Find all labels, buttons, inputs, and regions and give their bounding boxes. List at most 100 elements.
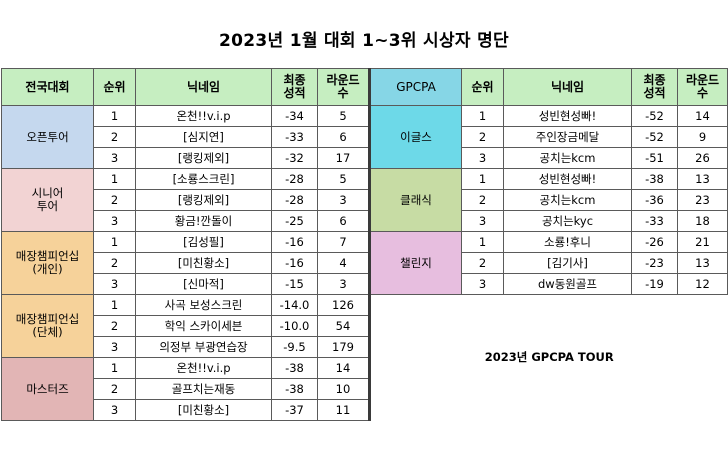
score-cell: -33 bbox=[271, 126, 318, 148]
rank-cell: 1 bbox=[461, 168, 504, 190]
category-cell-left: 마스터즈 bbox=[1, 357, 94, 421]
table-row: 2 [심지연] -33 6 2 주인장금메달 -52 9 bbox=[2, 126, 728, 148]
table-row: 2 [미친황소] -16 4 2 [김기사] -23 13 bbox=[2, 252, 728, 274]
nickname-cell: 공치는kcm bbox=[503, 189, 632, 211]
nickname-cell: [소룡스크린] bbox=[135, 168, 272, 190]
rank-cell: 2 bbox=[461, 189, 504, 211]
rounds-cell: 11 bbox=[317, 399, 370, 421]
rank-cell: 2 bbox=[461, 126, 504, 148]
rounds-cell: 5 bbox=[317, 105, 370, 127]
rank-cell: 1 bbox=[93, 294, 136, 316]
rounds-cell: 3 bbox=[317, 273, 370, 295]
nickname-cell: 골프치는재동 bbox=[135, 378, 272, 400]
nickname-cell: 사곡 보성스크린 bbox=[135, 294, 272, 316]
table-row: 3 황금!깐돌이 -25 6 3 공치는kyc -33 18 bbox=[2, 210, 728, 232]
table-row: 3 의정부 부광연습장 -9.5 179 bbox=[2, 336, 728, 358]
score-cell: -33 bbox=[631, 210, 678, 232]
rounds-cell: 6 bbox=[317, 210, 370, 232]
category-cell-right: 챌린지 bbox=[368, 231, 462, 295]
table-row: 마스터즈 1 온천!!v.i.p -38 14 bbox=[1, 357, 728, 421]
category-cell-left: 매장챔피언십 (개인) bbox=[1, 231, 94, 295]
rounds-cell: 10 bbox=[317, 378, 370, 400]
score-cell: -36 bbox=[631, 189, 678, 211]
rank-cell: 3 bbox=[93, 273, 136, 295]
rank-cell: 3 bbox=[93, 399, 136, 421]
rank-cell: 1 bbox=[93, 231, 136, 253]
rounds-cell: 126 bbox=[317, 294, 370, 316]
category-cell-right: 이글스 bbox=[368, 105, 462, 169]
header-category-left: 전국대회 bbox=[1, 68, 94, 106]
table-row: 3 [미친황소] -37 11 bbox=[2, 399, 728, 421]
rank-cell: 2 bbox=[93, 378, 136, 400]
nickname-cell: [신마적] bbox=[135, 273, 272, 295]
rounds-cell: 14 bbox=[677, 105, 728, 127]
table-row: 3 [랭킹제외] -32 17 3 공치는kcm -51 26 bbox=[2, 147, 728, 169]
nickname-cell: [김성필] bbox=[135, 231, 272, 253]
nickname-cell: 공치는kcm bbox=[503, 147, 632, 169]
header-rounds-right: 라운드 수 bbox=[677, 68, 728, 106]
rounds-cell: 18 bbox=[677, 210, 728, 232]
score-cell: -34 bbox=[271, 105, 318, 127]
header-nickname-left: 닉네임 bbox=[135, 68, 272, 106]
nickname-cell: [랭킹제외] bbox=[135, 147, 272, 169]
rounds-cell: 9 bbox=[677, 126, 728, 148]
score-cell: -14.0 bbox=[271, 294, 318, 316]
nickname-cell: [미친황소] bbox=[135, 252, 272, 274]
rank-cell: 3 bbox=[461, 210, 504, 232]
score-cell: -32 bbox=[271, 147, 318, 169]
rank-cell: 1 bbox=[461, 105, 504, 127]
score-cell: -16 bbox=[271, 252, 318, 274]
rank-cell: 3 bbox=[93, 336, 136, 358]
score-cell: -37 bbox=[271, 399, 318, 421]
rank-cell: 3 bbox=[93, 147, 136, 169]
table-row: 매장챔피언십 (개인) 1 [김성필] -16 7 챌린지 1 소룡!후니 -26 21 bbox=[1, 231, 728, 295]
nickname-cell: 황금!깐돌이 bbox=[135, 210, 272, 232]
nickname-cell: 소룡!후니 bbox=[503, 231, 632, 253]
score-cell: -52 bbox=[631, 105, 678, 127]
score-cell: -25 bbox=[271, 210, 318, 232]
score-cell: -23 bbox=[631, 252, 678, 274]
score-cell: -52 bbox=[631, 126, 678, 148]
header-category-right: GPCPA bbox=[368, 68, 462, 106]
rounds-cell: 23 bbox=[677, 189, 728, 211]
nickname-cell: [김기사] bbox=[503, 252, 632, 274]
rank-cell: 2 bbox=[93, 252, 136, 274]
rounds-cell: 13 bbox=[677, 252, 728, 274]
rounds-cell: 6 bbox=[317, 126, 370, 148]
rank-cell: 1 bbox=[93, 168, 136, 190]
header-final-score-right: 최종 성적 bbox=[631, 68, 678, 106]
rounds-cell: 21 bbox=[677, 231, 728, 253]
nickname-cell: 온천!!v.i.p bbox=[135, 105, 272, 127]
table-row: 매장챔피언십 (단체) 1 사곡 보성스크린 -14.0 126 2023년 GPCPA T… bbox=[1, 294, 728, 421]
rank-cell: 1 bbox=[461, 231, 504, 253]
score-cell: -38 bbox=[631, 168, 678, 190]
rank-cell: 2 bbox=[93, 126, 136, 148]
rounds-cell: 26 bbox=[677, 147, 728, 169]
nickname-cell: 공치는kyc bbox=[503, 210, 632, 232]
nickname-cell: 주인장금메달 bbox=[503, 126, 632, 148]
score-cell: -28 bbox=[271, 168, 318, 190]
rounds-cell: 54 bbox=[317, 315, 370, 337]
header-rounds-left: 라운드 수 bbox=[317, 68, 370, 106]
rank-cell: 1 bbox=[93, 357, 136, 379]
header-nickname-right: 닉네임 bbox=[503, 68, 632, 106]
rank-cell: 2 bbox=[461, 252, 504, 274]
awards-table-body: 전국대회 순위 닉네임 최종 성적 라운드 수 GPCPA 순위 닉네임 최종 성적 라운드 수 오픈투어 1… bbox=[1, 68, 728, 421]
rounds-cell: 17 bbox=[317, 147, 370, 169]
category-cell-right: 클래식 bbox=[368, 168, 462, 232]
score-cell: -9.5 bbox=[271, 336, 318, 358]
rank-cell: 2 bbox=[93, 315, 136, 337]
score-cell: -26 bbox=[631, 231, 678, 253]
rank-cell: 3 bbox=[461, 147, 504, 169]
nickname-cell: [미친황소] bbox=[135, 399, 272, 421]
category-cell-left: 매장챔피언십 (단체) bbox=[1, 294, 94, 358]
rank-cell: 3 bbox=[461, 273, 504, 295]
rounds-cell: 14 bbox=[317, 357, 370, 379]
table-row: 시니어 투어 1 [소룡스크린] -28 5 클래식 1 성빈현성빠! -38 13 bbox=[1, 168, 728, 232]
nickname-cell: 성빈현성빠! bbox=[503, 168, 632, 190]
score-cell: -51 bbox=[631, 147, 678, 169]
score-cell: -38 bbox=[271, 357, 318, 379]
rank-cell: 1 bbox=[93, 105, 136, 127]
rounds-cell: 13 bbox=[677, 168, 728, 190]
category-cell-left: 오픈투어 bbox=[1, 105, 94, 169]
